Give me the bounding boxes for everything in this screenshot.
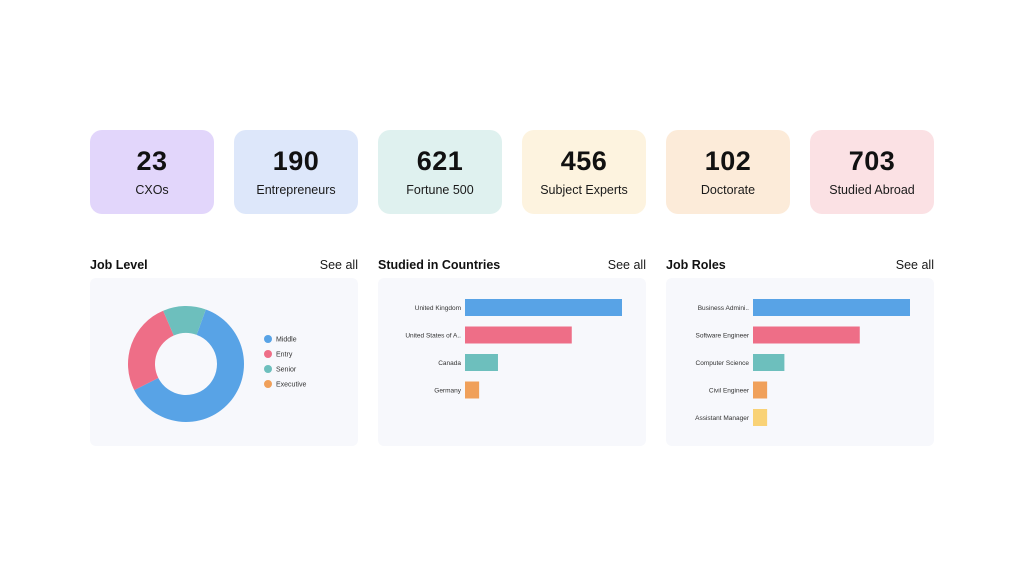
bar[interactable] [465, 354, 498, 371]
bar[interactable] [465, 381, 480, 399]
panel-header: Studied in Countries See all [378, 256, 646, 274]
stat-card-entrepreneurs[interactable]: 190 Entrepreneurs [234, 130, 358, 214]
legend-swatch [264, 365, 272, 373]
legend-label: Executive [276, 382, 306, 389]
job-level-panel: Job Level See all Middle Entry Senior Execu… [90, 256, 358, 446]
stat-value: 190 [272, 145, 320, 176]
panel-header: Job Roles See all [666, 256, 934, 274]
stat-value: 621 [416, 145, 464, 176]
bar[interactable] [753, 381, 768, 399]
stat-card-subject-experts[interactable]: 456 Subject Experts [522, 130, 646, 214]
bar-category-label: Computer Science [696, 360, 750, 367]
stat-card-studied-abroad[interactable]: 703 Studied Abroad [810, 130, 934, 214]
stat-label: Fortune 500 [406, 182, 474, 197]
stat-label: CXOs [135, 182, 169, 197]
roles-panel: Job Roles See all Business Admini.. Softw… [666, 256, 934, 446]
see-all-link[interactable]: See all [319, 258, 358, 272]
panel-title: Job Level [90, 258, 148, 272]
panel-header: Job Level See all [90, 256, 358, 274]
bar[interactable] [465, 299, 622, 316]
stat-value: 23 [136, 145, 168, 176]
chart-card: Business Admini.. Software Engineer Comput… [666, 278, 934, 446]
bar[interactable] [753, 354, 785, 371]
legend-swatch [264, 335, 272, 343]
legend-label: Senior [276, 367, 297, 374]
bar[interactable] [753, 299, 910, 316]
chart-card: United Kingdom United States of A.. Canada… [378, 278, 646, 446]
donut-slice-middle[interactable] [134, 309, 244, 422]
countries-bar-chart: United Kingdom United States of A.. Canada… [405, 299, 622, 399]
stat-card-fortune-500[interactable]: 621 Fortune 500 [378, 130, 502, 214]
stat-value: 102 [704, 145, 752, 176]
stat-label: Subject Experts [540, 182, 628, 197]
stat-label: Entrepreneurs [256, 182, 336, 197]
roles-bar-chart: Business Admini.. Software Engineer Comput… [695, 299, 910, 426]
bar-category-label: Assistant Manager [695, 415, 750, 422]
bar[interactable] [465, 326, 572, 344]
stat-card-doctorate[interactable]: 102 Doctorate [666, 130, 790, 214]
panel-title: Studied in Countries [378, 258, 501, 272]
countries-panel: Studied in Countries See all United King… [378, 256, 646, 446]
bar[interactable] [753, 409, 768, 426]
legend-swatch [264, 380, 272, 388]
see-all-link[interactable]: See all [895, 258, 934, 272]
bar-category-label: Germany [434, 387, 461, 394]
stat-label: Studied Abroad [829, 182, 915, 197]
stat-label: Doctorate [700, 182, 756, 197]
panel-title: Job Roles [666, 258, 726, 272]
see-all-link[interactable]: See all [607, 258, 646, 272]
donut-slice-entry[interactable] [128, 310, 174, 391]
donut-slice-senior[interactable] [163, 306, 206, 336]
stat-value: 703 [848, 145, 896, 176]
bar-category-label: Software Engineer [696, 332, 750, 339]
job-level-donut-chart: Middle Entry Senior Executive [128, 306, 306, 422]
legend-label: Middle [276, 337, 297, 344]
bar-category-label: Business Admini.. [698, 305, 749, 312]
stats-row: 23 CXOs 190 Entrepreneurs 621 Fortune 50… [90, 130, 934, 214]
stat-value: 456 [560, 145, 608, 176]
bar-category-label: United Kingdom [415, 305, 461, 312]
bar-category-label: United States of A.. [405, 332, 461, 339]
bar-category-label: Civil Engineer [709, 387, 750, 394]
legend-swatch [264, 350, 272, 358]
bar-category-label: Canada [438, 360, 461, 367]
bar[interactable] [753, 326, 860, 344]
chart-card: Middle Entry Senior Executive [90, 278, 358, 446]
legend-label: Entry [276, 352, 293, 359]
stat-card-cxos[interactable]: 23 CXOs [90, 130, 214, 214]
